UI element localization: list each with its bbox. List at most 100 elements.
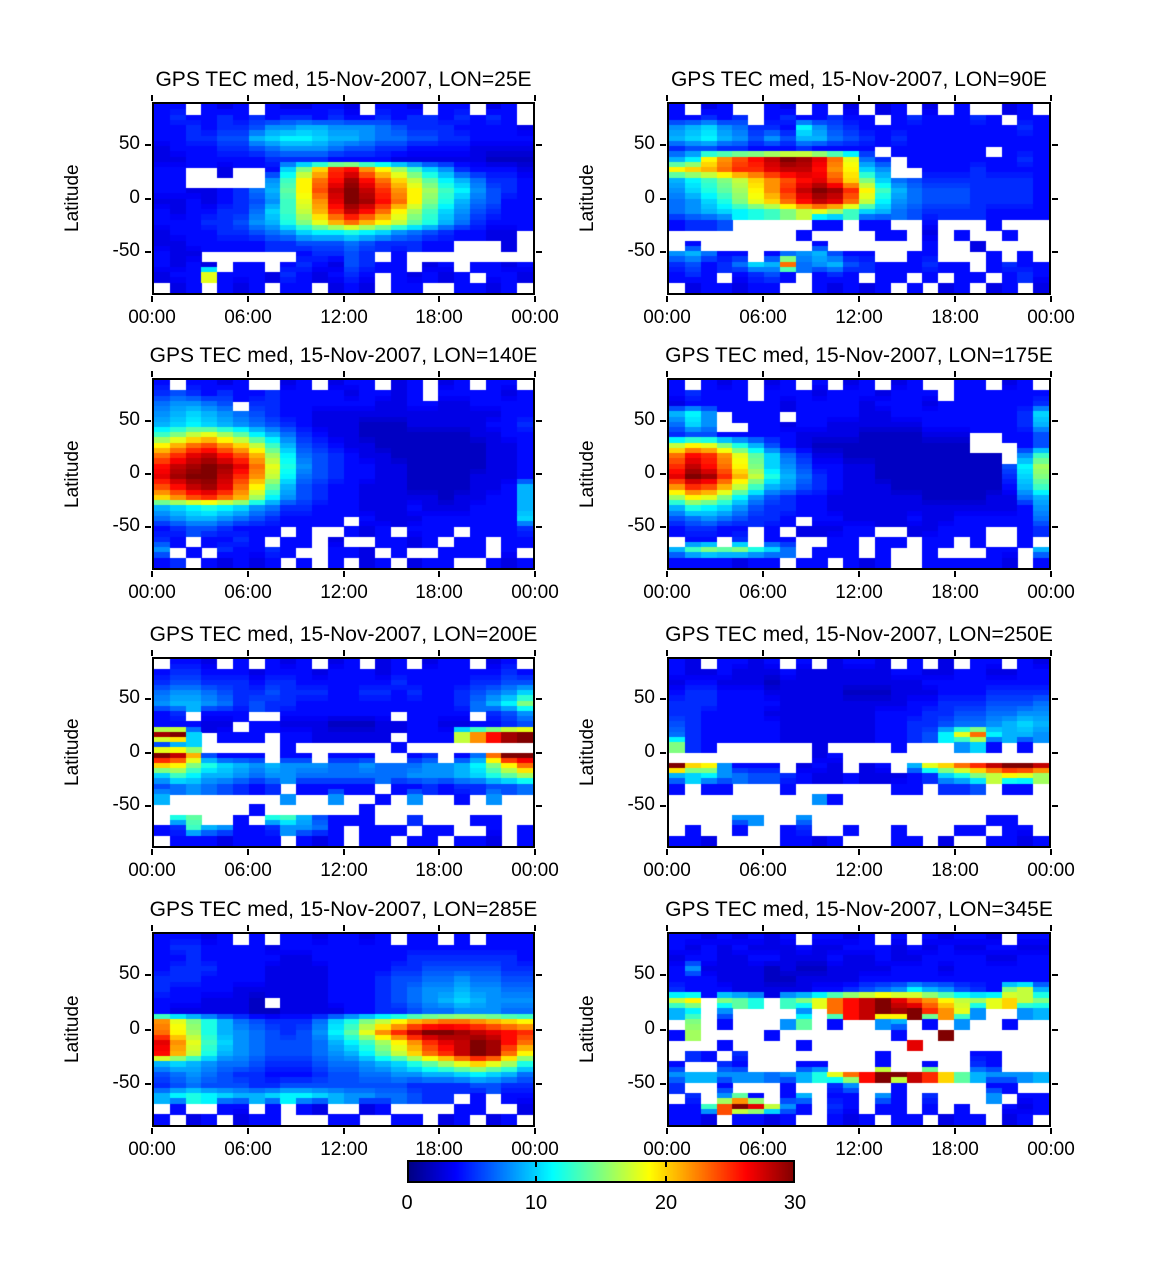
y-axis-label: Latitude [62, 718, 83, 787]
y-axis-label: Latitude [577, 718, 598, 787]
x-tick-mark [1050, 849, 1052, 855]
heatmap-plot [152, 102, 535, 295]
y-tick-mark [536, 473, 542, 475]
x-tick-label: 06:00 [739, 582, 787, 603]
x-tick-mark [1050, 571, 1052, 577]
x-tick-label: 00:00 [128, 307, 176, 328]
x-tick-label: 00:00 [511, 582, 559, 603]
heatmap-plot [152, 378, 535, 570]
y-tick-mark [145, 752, 151, 754]
x-tick-mark [343, 371, 345, 377]
x-tick-label: 18:00 [931, 582, 979, 603]
y-tick-label: -50 [112, 240, 140, 261]
x-tick-label: 12:00 [835, 307, 883, 328]
x-tick-mark [666, 571, 668, 577]
y-tick-label: -50 [627, 515, 655, 536]
x-tick-mark [151, 925, 153, 931]
y-tick-label: -50 [627, 1072, 655, 1093]
x-tick-mark [762, 1128, 764, 1134]
y-tick-mark [660, 805, 666, 807]
colorbar-tick-label: 0 [401, 1192, 413, 1214]
x-tick-mark [858, 650, 860, 656]
x-tick-label: 00:00 [1027, 860, 1075, 881]
x-tick-label: 06:00 [224, 1139, 272, 1160]
x-tick-mark [762, 371, 764, 377]
x-tick-label: 12:00 [835, 1139, 883, 1160]
panel-lon90e: GPS TEC med, 15-Nov-2007, LON=90E Latitu… [577, 68, 1075, 328]
x-tick-mark [438, 1128, 440, 1134]
x-tick-mark [858, 849, 860, 855]
x-tick-label: 00:00 [511, 860, 559, 881]
y-tick-mark [145, 698, 151, 700]
y-tick-mark [536, 144, 542, 146]
x-tick-label: 06:00 [224, 860, 272, 881]
y-tick-mark [1052, 526, 1058, 528]
x-tick-mark [762, 296, 764, 302]
x-tick-mark [534, 849, 536, 855]
y-tick-mark [536, 198, 542, 200]
x-tick-label: 06:00 [739, 307, 787, 328]
x-tick-label: 06:00 [224, 307, 272, 328]
panel-title: GPS TEC med, 15-Nov-2007, LON=175E [665, 344, 1053, 367]
y-tick-label: 50 [633, 963, 655, 984]
x-tick-label: 06:00 [739, 860, 787, 881]
x-tick-mark [666, 849, 668, 855]
x-tick-mark [247, 1128, 249, 1134]
x-tick-label: 18:00 [415, 307, 463, 328]
x-tick-mark [666, 650, 668, 656]
x-tick-label: 12:00 [320, 582, 368, 603]
y-tick-mark [1052, 1029, 1058, 1031]
x-tick-mark [534, 1128, 536, 1134]
y-axis-label: Latitude [62, 164, 83, 233]
y-axis-label: Latitude [577, 164, 598, 233]
x-tick-mark [438, 95, 440, 101]
x-tick-mark [1050, 1128, 1052, 1134]
colorbar-tick-label: 30 [783, 1192, 807, 1214]
x-tick-mark [534, 650, 536, 656]
y-tick-mark [536, 1083, 542, 1085]
y-tick-label: 0 [644, 1018, 655, 1039]
x-tick-mark [343, 650, 345, 656]
heatmap-canvas-lon140e [154, 380, 533, 568]
x-tick-label: 12:00 [320, 1139, 368, 1160]
y-axis-label: Latitude [62, 440, 83, 508]
x-tick-mark [343, 925, 345, 931]
x-tick-mark [1050, 371, 1052, 377]
x-tick-mark [151, 95, 153, 101]
y-tick-mark [145, 974, 151, 976]
x-tick-label: 18:00 [415, 860, 463, 881]
panel-title: GPS TEC med, 15-Nov-2007, LON=90E [670, 68, 1048, 91]
y-tick-mark [660, 526, 666, 528]
x-tick-label: 00:00 [1027, 582, 1075, 603]
panel-title: GPS TEC med, 15-Nov-2007, LON=250E [665, 623, 1053, 646]
x-tick-mark [666, 371, 668, 377]
x-tick-mark [534, 571, 536, 577]
y-tick-mark [145, 420, 151, 422]
y-tick-mark [536, 974, 542, 976]
y-tick-mark [536, 251, 542, 253]
x-tick-mark [858, 1128, 860, 1134]
heatmap-canvas-lon200e [154, 659, 533, 846]
y-tick-mark [145, 251, 151, 253]
x-tick-mark [151, 1128, 153, 1134]
x-tick-mark [247, 925, 249, 931]
x-tick-mark [954, 571, 956, 577]
heatmap-canvas-lon285e [154, 934, 533, 1125]
panel-title: GPS TEC med, 15-Nov-2007, LON=25E [155, 68, 532, 91]
x-tick-mark [762, 849, 764, 855]
y-tick-mark [660, 144, 666, 146]
x-tick-mark [858, 925, 860, 931]
heatmap-canvas-lon250e [669, 659, 1049, 846]
x-tick-label: 18:00 [415, 582, 463, 603]
heatmap-plot [667, 378, 1051, 570]
x-tick-label: 00:00 [643, 860, 691, 881]
y-tick-mark [1052, 974, 1058, 976]
y-tick-mark [145, 144, 151, 146]
x-tick-label: 00:00 [511, 1139, 559, 1160]
y-tick-mark [145, 1029, 151, 1031]
x-tick-mark [247, 650, 249, 656]
y-tick-label: 50 [633, 687, 655, 708]
panel-lon140e: GPS TEC med, 15-Nov-2007, LON=140E Latit… [62, 344, 559, 603]
x-tick-mark [438, 371, 440, 377]
